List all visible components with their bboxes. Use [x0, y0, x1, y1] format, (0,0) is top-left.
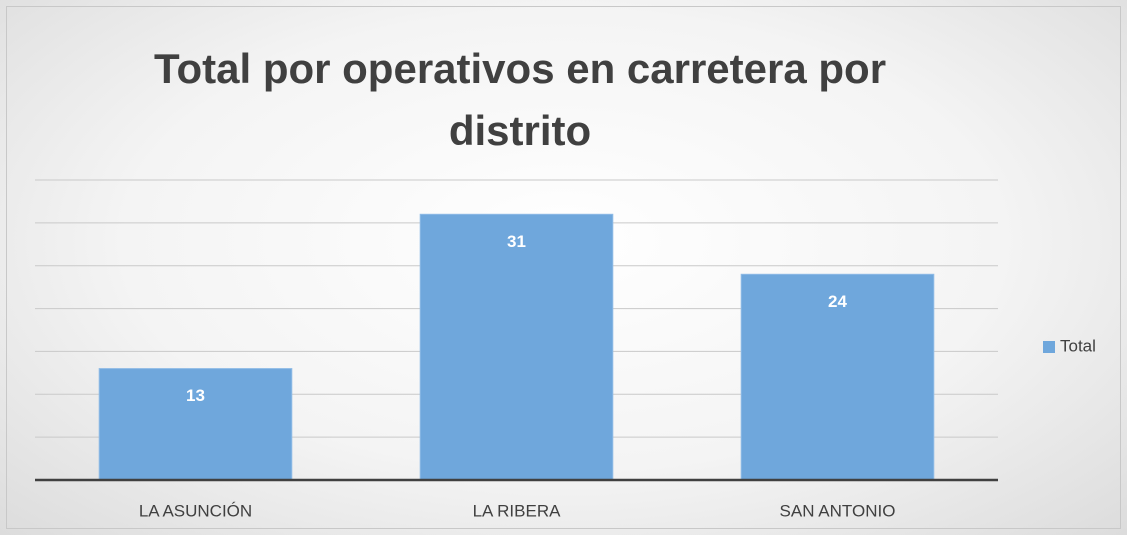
legend-label: Total — [1060, 336, 1096, 355]
legend-swatch — [1043, 341, 1055, 353]
bar — [419, 213, 614, 481]
data-label: 24 — [828, 292, 847, 311]
bar — [740, 273, 935, 481]
x-tick-label: LA RIBERA — [473, 501, 562, 520]
x-tick-label: SAN ANTONIO — [780, 501, 896, 520]
data-label: 13 — [186, 386, 205, 405]
chart-title: Total por operativos en carretera por di… — [153, 45, 887, 154]
data-label: 31 — [507, 232, 526, 251]
x-tick-label: LA ASUNCIÓN — [139, 501, 252, 520]
bar — [98, 368, 293, 481]
chart-border — [6, 6, 1121, 529]
